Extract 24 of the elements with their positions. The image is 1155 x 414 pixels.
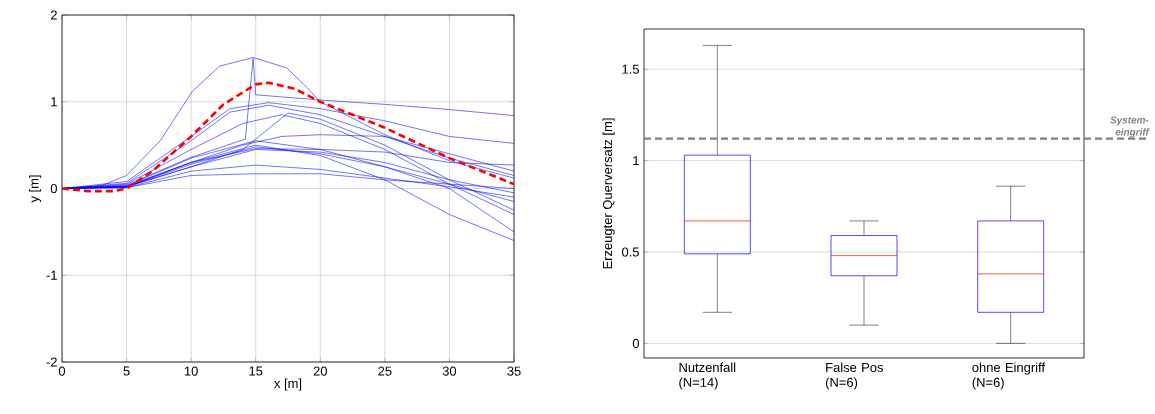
x-tick-label: 15 — [249, 366, 263, 376]
y-tick-label: 1.5 — [622, 64, 639, 74]
x-tick-label: 10 — [184, 366, 198, 376]
y-tick-label: -2 — [46, 357, 57, 367]
y-tick-label: 2 — [50, 10, 57, 20]
y-axis-title: y [m] — [29, 175, 42, 203]
x-tick-label: 0 — [58, 366, 66, 376]
y-axis-title: Erzeugter Querversatz [m] — [602, 118, 615, 269]
ref-line-label: System-eingriff — [1110, 116, 1150, 138]
y-tick-label: 0.5 — [621, 247, 639, 257]
y-tick-label: 0 — [50, 183, 57, 194]
x-tick-label: 20 — [313, 366, 327, 376]
y-tick-label: 1 — [633, 156, 639, 166]
x-tick-label: 25 — [378, 366, 392, 376]
x-tick-label: 30 — [442, 366, 457, 376]
x-tick-label: ohne Eingriff (N=6) — [972, 362, 1046, 390]
x-tick-label: False Pos (N=6) — [825, 362, 883, 390]
x-tick-label: 35 — [507, 366, 521, 376]
y-tick-label: 0 — [632, 338, 639, 348]
x-axis-title: x [m] — [274, 378, 302, 391]
y-tick-label: -1 — [46, 270, 57, 280]
y-tick-label: 1 — [51, 97, 57, 107]
x-tick-label: Nutzenfall (N=14) — [679, 362, 736, 390]
x-tick-label: 5 — [123, 366, 130, 376]
